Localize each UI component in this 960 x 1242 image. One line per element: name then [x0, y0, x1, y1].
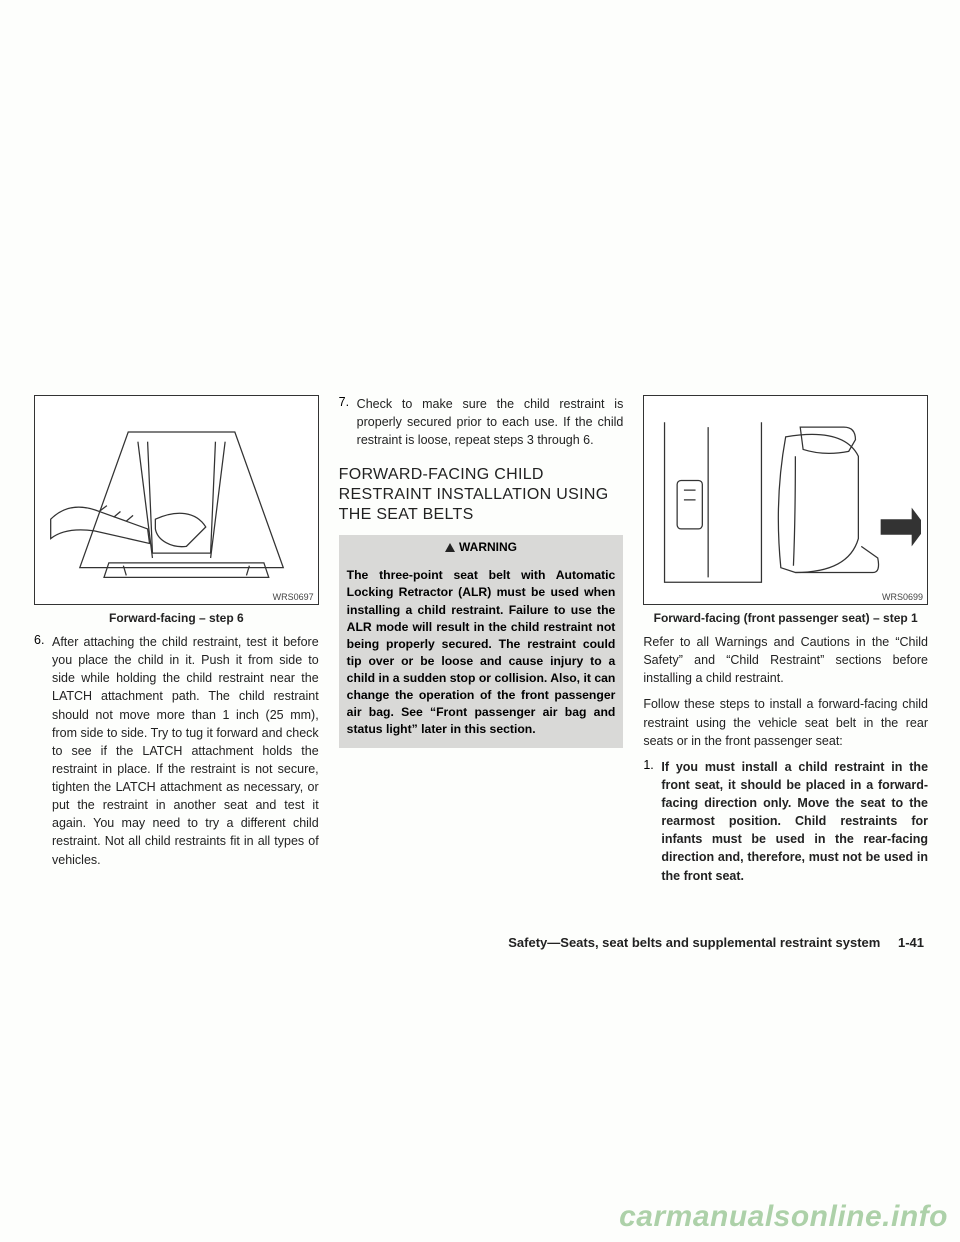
front-seat-arrow-icon — [650, 400, 921, 600]
column-right: WRS0699 Forward-facing (front passenger … — [643, 395, 928, 891]
illustration-step6: WRS0697 — [34, 395, 319, 605]
list-text: Check to make sure the child restraint i… — [357, 395, 624, 449]
child-seat-hand-icon — [41, 400, 312, 600]
footer-section: Safety—Seats, seat belts and supplementa… — [508, 935, 880, 950]
warning-body: The three-point seat belt with Automatic… — [339, 559, 624, 748]
caption-step1: Forward-facing (front passenger seat) – … — [643, 611, 928, 625]
warning-triangle-icon — [445, 543, 455, 552]
list-col3: 1. If you must install a child restraint… — [643, 758, 928, 891]
footer-page-number: 1-41 — [898, 935, 924, 950]
illustration-code: WRS0699 — [882, 592, 923, 602]
page-footer: Safety—Seats, seat belts and supplementa… — [508, 935, 924, 950]
illustration-code: WRS0697 — [273, 592, 314, 602]
list-item: 7. Check to make sure the child restrain… — [339, 395, 624, 449]
list-text: If you must install a child restraint in… — [661, 758, 928, 885]
list-col2-top: 7. Check to make sure the child restrain… — [339, 395, 624, 455]
paragraph: Follow these steps to install a forward-… — [643, 695, 928, 749]
list-number: 7. — [339, 395, 357, 449]
list-number: 1. — [643, 758, 661, 885]
warning-header: WARNING — [339, 535, 624, 559]
column-left: WRS0697 Forward-facing – step 6 6. After… — [34, 395, 319, 891]
caption-step6: Forward-facing – step 6 — [34, 611, 319, 625]
warning-label: WARNING — [459, 540, 517, 554]
watermark: carmanualsonline.info — [619, 1200, 948, 1234]
section-heading: FORWARD-FACING CHILD RESTRAINT INSTALLAT… — [339, 465, 624, 525]
list-text: After attaching the child restraint, tes… — [52, 633, 319, 869]
list-number: 6. — [34, 633, 52, 869]
list-item: 1. If you must install a child restraint… — [643, 758, 928, 885]
column-center: 7. Check to make sure the child restrain… — [339, 395, 624, 891]
list-item: 6. After attaching the child restraint, … — [34, 633, 319, 869]
illustration-step1: WRS0699 — [643, 395, 928, 605]
paragraph: Refer to all Warnings and Cautions in th… — [643, 633, 928, 687]
list-col1: 6. After attaching the child restraint, … — [34, 633, 319, 875]
page-content: WRS0697 Forward-facing – step 6 6. After… — [34, 395, 928, 891]
